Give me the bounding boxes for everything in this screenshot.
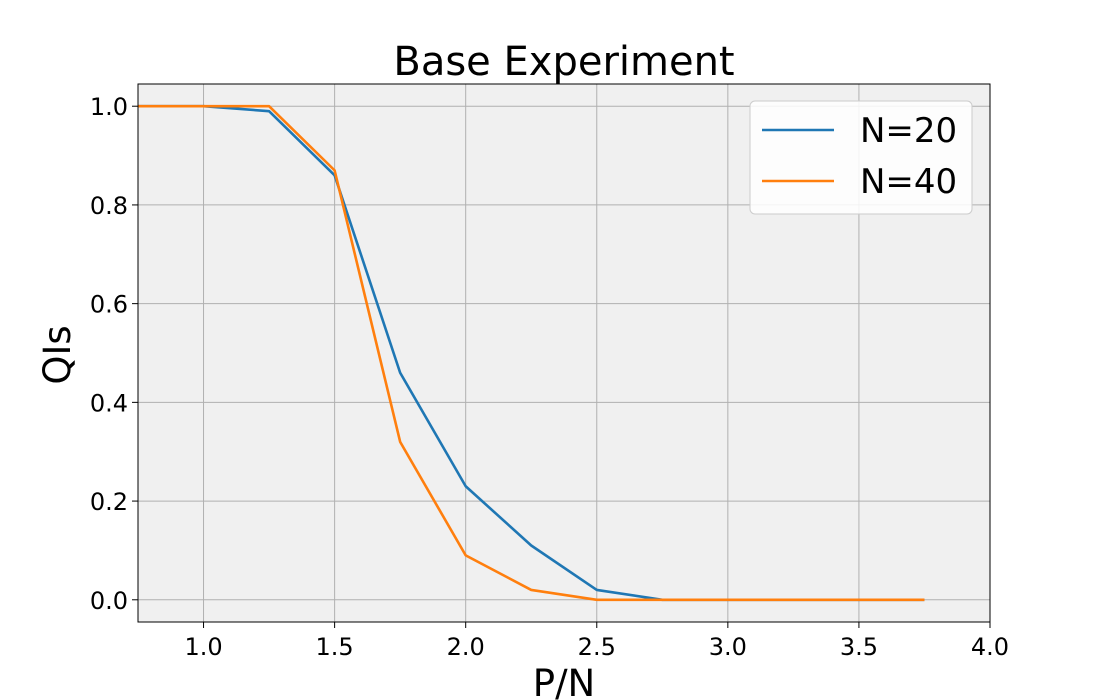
x-axis-label: P/N [533,662,595,700]
y-tick-label: 0.0 [90,587,128,615]
x-tick-label: 2.0 [447,633,485,661]
x-tick-label: 1.0 [184,633,222,661]
grid-lines [138,84,991,622]
y-tick-label: 0.2 [90,488,128,516]
x-tick-label: 2.5 [578,633,616,661]
y-tick-label: 0.4 [90,389,128,417]
y-tick-label: 0.6 [90,291,128,319]
y-axis-label: QIs [36,325,79,384]
axis-ticks: 1.0 1.5 2.0 2.5 3.0 3.5 4.0 0.0 0.2 0.4 0.6 0.8 1.0 [90,93,1009,661]
chart-title: Base Experiment [393,39,734,85]
series-line-2 [138,104,925,602]
x-tick-label: 3.5 [840,633,878,661]
y-tick-label: 0.8 [90,192,128,220]
legend-label: N=20 [860,111,957,151]
x-tick-label: 1.5 [316,633,354,661]
y-tick-label: 1.0 [90,93,128,121]
plot-frame [137,83,991,623]
legend: N=20 N=40 [749,100,973,215]
legend-label: N=40 [860,162,957,202]
x-tick-label: 3.0 [709,633,747,661]
x-tick-label: 4.0 [971,633,1009,661]
series-lines [138,104,925,602]
